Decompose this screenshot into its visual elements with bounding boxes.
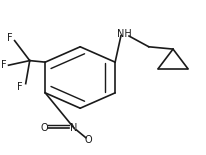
Text: F: F [1, 60, 6, 70]
Text: F: F [7, 33, 12, 43]
Text: O: O [40, 123, 48, 133]
Text: NH: NH [117, 29, 132, 40]
Text: O: O [84, 135, 92, 146]
Text: F: F [17, 82, 22, 92]
Text: N: N [70, 123, 78, 133]
